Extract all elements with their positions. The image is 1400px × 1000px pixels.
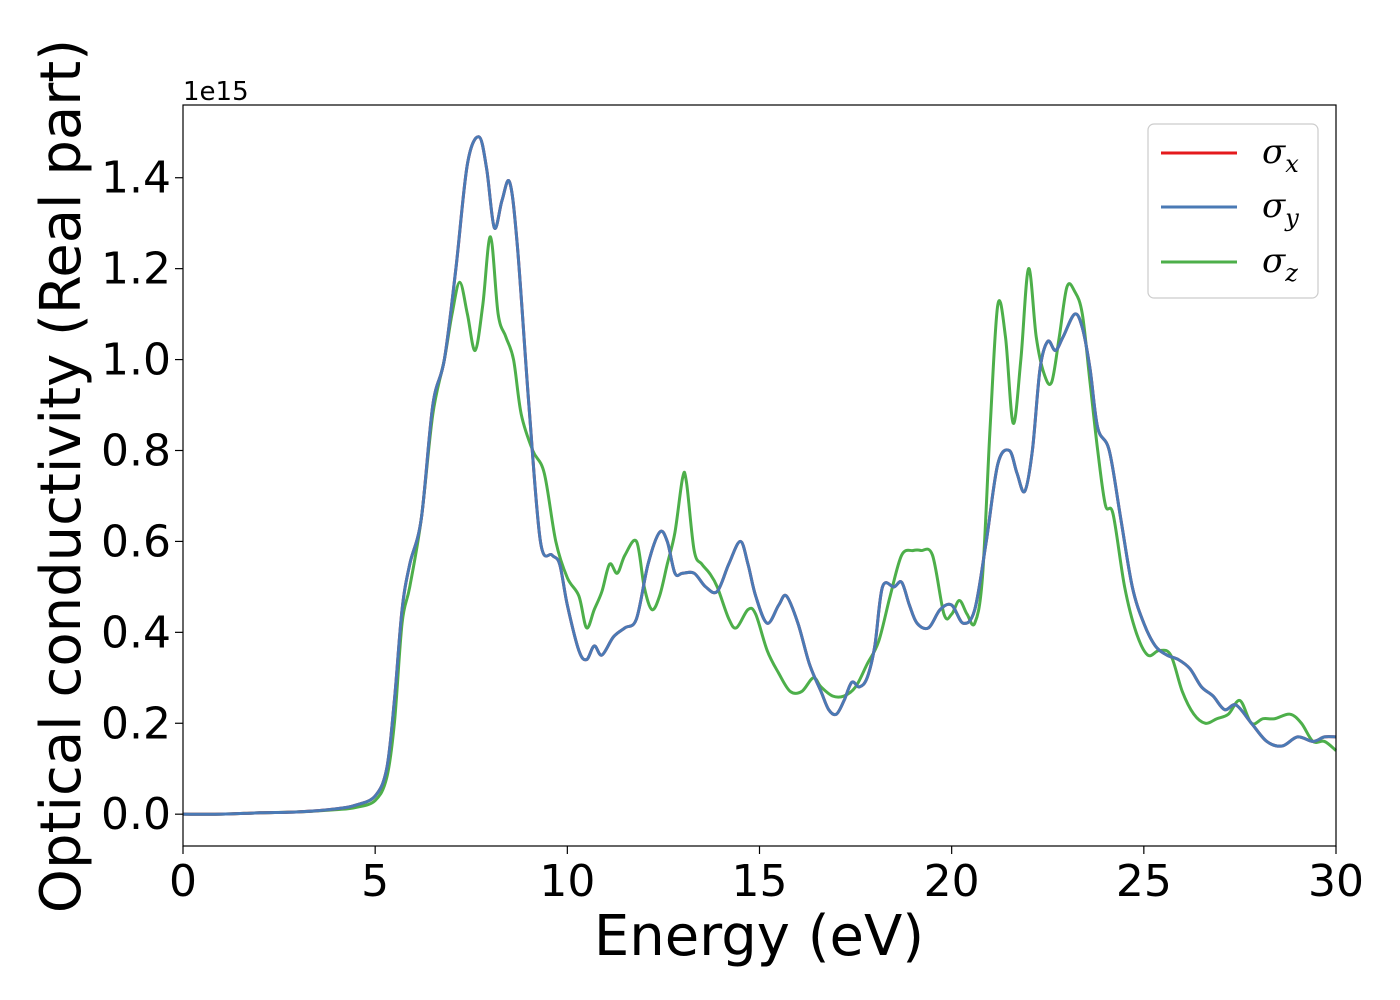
- y-offset-label: 1e15: [183, 77, 249, 107]
- y-tick-label: 0.0: [101, 789, 171, 840]
- y-tick-label: 1.0: [101, 335, 171, 386]
- y-tick-label: 0.8: [101, 425, 171, 476]
- legend-label-sigma-x: σx: [1262, 132, 1299, 178]
- y-tick-label: 1.4: [101, 153, 171, 204]
- x-tick-label: 15: [732, 856, 788, 907]
- y-tick-label: 1.2: [101, 244, 171, 295]
- legend: σx σy σz: [1147, 123, 1319, 299]
- legend-label-sigma-z: σz: [1262, 241, 1298, 287]
- legend-label-sigma-y: σy: [1262, 186, 1299, 232]
- x-tick-label: 20: [924, 856, 980, 907]
- x-axis-title: Energy (eV): [594, 904, 924, 969]
- x-tick-label: 10: [539, 856, 595, 907]
- series-line-sigma-z: [182, 235, 1337, 816]
- plot-area: [183, 105, 1336, 846]
- legend-items: σx σy σz: [1161, 132, 1299, 287]
- series-layer: [182, 135, 1337, 816]
- y-tick-label: 0.6: [101, 516, 171, 567]
- x-tick-label: 5: [361, 856, 389, 907]
- x-tick-label: 30: [1308, 856, 1364, 907]
- legend-box: [1147, 123, 1319, 299]
- y-tick-label: 0.4: [101, 607, 171, 658]
- x-tick-label: 25: [1116, 856, 1172, 907]
- x-axis: 0 5 10 15 20 25 30: [169, 846, 1364, 907]
- series-line-sigma-y: [182, 135, 1337, 816]
- y-axis-title: Optical conductivity (Real part): [29, 39, 94, 913]
- x-tick-label: 0: [169, 856, 197, 907]
- y-axis: 0.0 0.2 0.4 0.6 0.8 1.0 1.2 1.4: [101, 153, 183, 840]
- y-tick-label: 0.2: [101, 698, 171, 749]
